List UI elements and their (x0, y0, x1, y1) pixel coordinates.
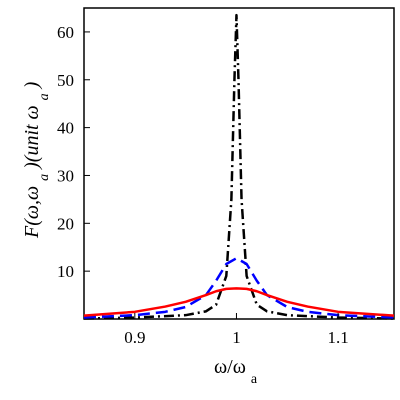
plot-frame (83, 7, 395, 320)
series-layer (83, 13, 395, 320)
series-line-solid (83, 287, 395, 317)
y-tick-label: 20 (57, 214, 74, 233)
y-axis-label-main: F(ω,ω (21, 186, 43, 239)
series-line-dash-dot (83, 13, 395, 320)
x-tick-label: 0.9 (124, 328, 145, 347)
y-tick-label: 30 (57, 166, 74, 185)
x-axis-label-sub: a (251, 372, 258, 387)
x-tick-label: 1.1 (327, 328, 348, 347)
y-tick-label: 60 (57, 23, 74, 42)
tick-layer: 0.9 1 1.1 10 20 30 40 50 60 (57, 23, 349, 347)
y-axis-label-sub: a (37, 174, 52, 181)
x-tick-label: 1 (232, 328, 241, 347)
y-tick-label: 10 (57, 262, 74, 281)
y-axis-label-tail: )(unit ω (21, 105, 43, 170)
x-axis-label: ω/ω a (214, 356, 258, 387)
x-axis-label-main: ω/ω (214, 356, 246, 378)
y-axis-label-close: ) (21, 81, 43, 89)
series-line-dashed (83, 256, 395, 319)
y-axis-label-sub2: a (37, 93, 52, 100)
y-tick-label: 50 (57, 71, 74, 90)
y-axis-label: F(ω,ω a )(unit ω a ) (21, 81, 53, 239)
y-tick-label: 40 (57, 119, 74, 138)
